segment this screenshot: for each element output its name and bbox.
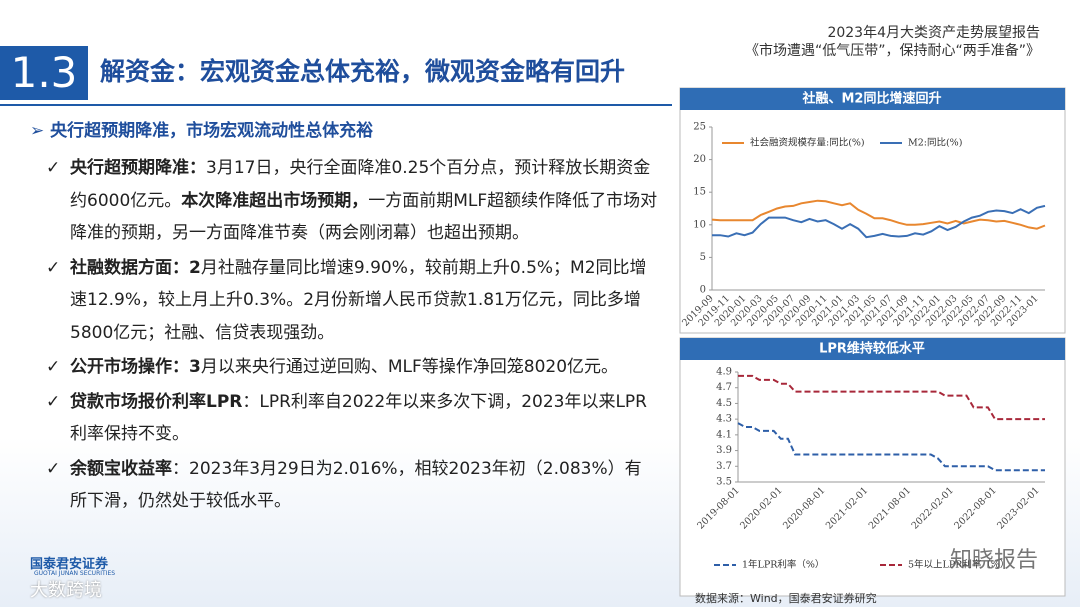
section-number: 1.3 bbox=[0, 46, 88, 100]
title-rule bbox=[0, 104, 672, 106]
legend-label: 5年以上LPR利率（%） bbox=[908, 559, 1009, 571]
watermark: 大数跨境 bbox=[30, 580, 102, 601]
legend-label: 社会融资规模存量:同比(%) bbox=[750, 137, 865, 149]
y-tick-label: 3.5 bbox=[716, 477, 732, 488]
chart-title: 社融、M2同比增速回升 bbox=[802, 91, 942, 107]
report-name: 2023年4月大类资产走势展望报告 bbox=[827, 25, 1040, 41]
series-line bbox=[738, 374, 1045, 421]
y-tick-label: 4.5 bbox=[716, 398, 732, 409]
y-tick-label: 25 bbox=[693, 122, 706, 133]
y-tick-label: 0 bbox=[700, 285, 706, 296]
bullet: 央行超预期降准，市场宏观流动性总体充裕 bbox=[30, 116, 373, 141]
item-text: 贷款市场报价利率LPR bbox=[70, 391, 243, 412]
y-tick-label: 3.9 bbox=[716, 445, 732, 456]
item: 社融数据方面：2月社融存量同比增速9.90%，较前期上升0.5%；M2同比增速1… bbox=[46, 252, 658, 350]
legend-label: M2:同比(%) bbox=[908, 137, 962, 149]
y-tick-label: 10 bbox=[693, 219, 706, 230]
chart-header bbox=[680, 338, 1065, 360]
logo-en: GUOTAI JUNAN SECURITIES bbox=[34, 570, 116, 577]
chart-title: LPR维持较低水平 bbox=[819, 341, 925, 357]
y-tick-label: 4.3 bbox=[716, 414, 732, 425]
item-text: 本次降准超出市场预期， bbox=[181, 190, 369, 211]
y-tick-label: 4.9 bbox=[716, 367, 732, 378]
chart-panel bbox=[679, 337, 1066, 597]
item-text: ：LPR利率自2022年以来多次下调，2023年以来LPR利率保持不变。 bbox=[70, 391, 647, 445]
item-text: 3月17日，央行全面降准0.25个百分点，预计释放长期资金约6000亿元。 bbox=[70, 158, 651, 211]
section-title: 解资金：宏观资金总体充裕，微观资金略有回升 bbox=[100, 57, 626, 86]
y-tick-label: 3.7 bbox=[716, 461, 732, 472]
y-tick-label: 4.1 bbox=[716, 429, 732, 440]
item-text: 公开市场操作：3 bbox=[70, 357, 201, 377]
y-tick-label: 4.7 bbox=[716, 382, 732, 393]
item: 贷款市场报价利率LPR：LPR利率自2022年以来多次下调，2023年以来LPR… bbox=[46, 386, 658, 451]
item: 央行超预期降准：3月17日，央行全面降准0.25个百分点，预计释放长期资金约60… bbox=[46, 152, 658, 250]
item-text: 央行超预期降准： bbox=[70, 158, 206, 178]
chart-header bbox=[680, 88, 1065, 110]
item-text: 社融数据方面：2 bbox=[70, 257, 201, 278]
y-tick-label: 5 bbox=[700, 252, 706, 263]
y-tick-label: 15 bbox=[693, 187, 706, 198]
item-text: 一方面前期MLF超额续作降低了市场对降准的预期，另一方面降准节奏（两会刚闭幕）也… bbox=[70, 190, 658, 244]
logo: 国泰君安证券 bbox=[30, 557, 109, 572]
item: 公开市场操作：3月以来央行通过逆回购、MLF等操作净回笼8020亿元。 bbox=[46, 351, 658, 384]
item-text: 月以来央行通过逆回购、MLF等操作净回笼8020亿元。 bbox=[200, 357, 619, 377]
report-subtitle: 《市场遭遇“低气压带”，保持耐心“两手准备”》 bbox=[744, 43, 1040, 59]
source: 数据来源：Wind，国泰君安证券研究 bbox=[695, 592, 877, 605]
series-line bbox=[737, 422, 1045, 472]
series-line bbox=[711, 199, 1046, 230]
series-line bbox=[712, 204, 1046, 239]
item-text: 月社融存量同比增速9.90%，较前期上升0.5%；M2同比增速12.9%，较上月… bbox=[70, 257, 647, 343]
items: 央行超预期降准：3月17日，央行全面降准0.25个百分点，预计释放长期资金约60… bbox=[46, 152, 658, 520]
legend-label: 1年LPR利率（%） bbox=[742, 559, 824, 571]
y-tick-label: 20 bbox=[693, 154, 706, 165]
item-text: ：2023年3月29日为2.016%，相较2023年初（2.083%）有所下滑，… bbox=[70, 458, 642, 512]
item: 余额宝收益率：2023年3月29日为2.016%，相较2023年初（2.083%… bbox=[46, 453, 658, 518]
watermark: 知晓报告 bbox=[950, 548, 1039, 573]
item-text: 余额宝收益率 bbox=[70, 458, 172, 479]
